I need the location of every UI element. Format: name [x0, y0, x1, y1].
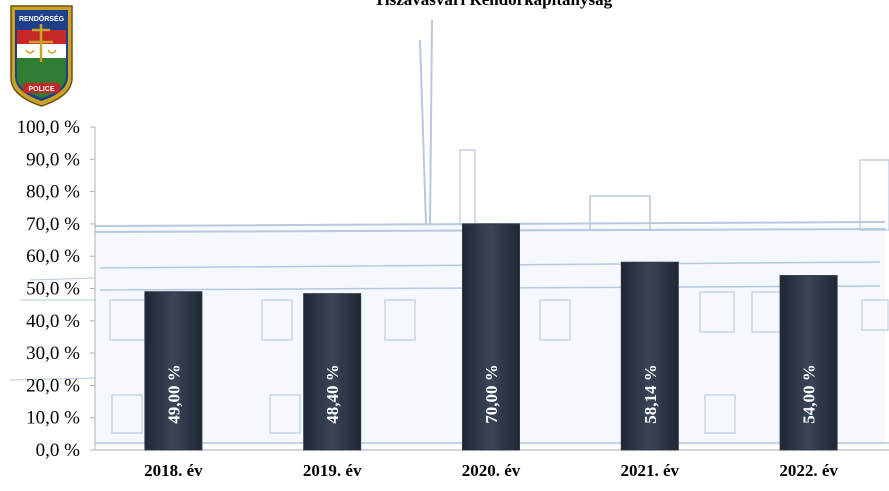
x-tick-label: 2020. év	[462, 461, 521, 480]
bar-value-label: 54,00 %	[800, 364, 819, 424]
x-tick-label: 2018. év	[144, 461, 203, 480]
bar	[462, 223, 520, 451]
y-tick-label: 0,0 %	[36, 440, 81, 461]
bar	[144, 291, 203, 451]
y-tick-label: 80,0 %	[26, 182, 80, 203]
y-tick-label: 100,0 %	[17, 117, 81, 138]
y-tick-label: 40,0 %	[26, 311, 80, 332]
logo-top-text: RENDŐRSÉG	[19, 14, 65, 23]
police-badge-logo: RENDŐRSÉG POLICE	[10, 5, 73, 107]
bar	[620, 261, 679, 451]
background-building-image	[9, 19, 889, 445]
y-tick-label: 50,0 %	[26, 279, 80, 300]
chart-title: Tiszavasvári Rendőrkapitányság	[374, 0, 613, 9]
bar-value-label: 48,40 %	[323, 364, 342, 424]
x-axis-ticks: 2018. év 2019. év 2020. év 2021. év 2022. év	[144, 461, 838, 480]
y-tick-label: 90,0 %	[26, 149, 80, 170]
y-axis-ticks: 0,0 % 10,0 % 20,0 % 30,0 % 40,0 % 50,0 % 60,0 …	[17, 117, 95, 461]
bar-value-label: 49,00 %	[164, 364, 183, 424]
x-tick-label: 2021. év	[621, 461, 680, 480]
y-tick-label: 10,0 %	[26, 408, 80, 429]
x-tick-label: 2022. év	[779, 461, 838, 480]
y-tick-label: 30,0 %	[26, 343, 80, 364]
logo-bottom-text: POLICE	[28, 86, 54, 93]
bar-value-label: 58,14 %	[641, 364, 660, 424]
y-tick-label: 20,0 %	[26, 375, 80, 396]
bar	[779, 275, 838, 451]
x-tick-label: 2019. év	[303, 461, 362, 480]
bars-group: 49,00 % 48,40 % 70,00 % 58,14 % 54,00 %	[144, 223, 838, 451]
y-tick-label: 60,0 %	[26, 246, 80, 267]
bar-value-label: 70,00 %	[482, 364, 501, 424]
y-tick-label: 70,0 %	[26, 214, 80, 235]
bar	[303, 293, 362, 451]
